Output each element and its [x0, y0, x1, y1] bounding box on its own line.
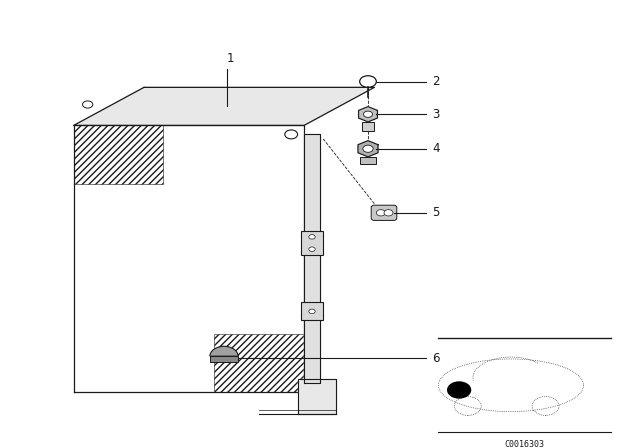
Text: 6: 6: [432, 352, 440, 365]
Circle shape: [309, 309, 315, 314]
Circle shape: [360, 76, 376, 87]
Text: 5: 5: [432, 206, 440, 220]
Text: 4: 4: [432, 142, 440, 155]
Polygon shape: [298, 379, 336, 414]
Polygon shape: [304, 134, 320, 383]
Text: 3: 3: [432, 108, 440, 121]
FancyBboxPatch shape: [371, 205, 397, 220]
Text: 2: 2: [432, 75, 440, 88]
Bar: [360, 157, 376, 164]
Circle shape: [309, 235, 315, 239]
Polygon shape: [358, 107, 378, 122]
Circle shape: [363, 145, 373, 152]
Bar: [301, 302, 323, 320]
Circle shape: [384, 210, 393, 216]
Circle shape: [309, 247, 315, 251]
Bar: [214, 334, 304, 392]
Bar: [362, 122, 374, 131]
Polygon shape: [358, 141, 378, 157]
Text: 1: 1: [227, 52, 234, 65]
Polygon shape: [74, 125, 304, 392]
Circle shape: [83, 101, 93, 108]
Circle shape: [448, 382, 470, 398]
Circle shape: [285, 130, 298, 139]
Circle shape: [376, 210, 385, 216]
Polygon shape: [74, 87, 374, 125]
Circle shape: [364, 111, 372, 117]
Wedge shape: [210, 346, 238, 356]
Bar: [74, 125, 163, 184]
Bar: [301, 231, 323, 255]
Text: C0016303: C0016303: [505, 440, 545, 448]
Bar: [210, 356, 238, 362]
